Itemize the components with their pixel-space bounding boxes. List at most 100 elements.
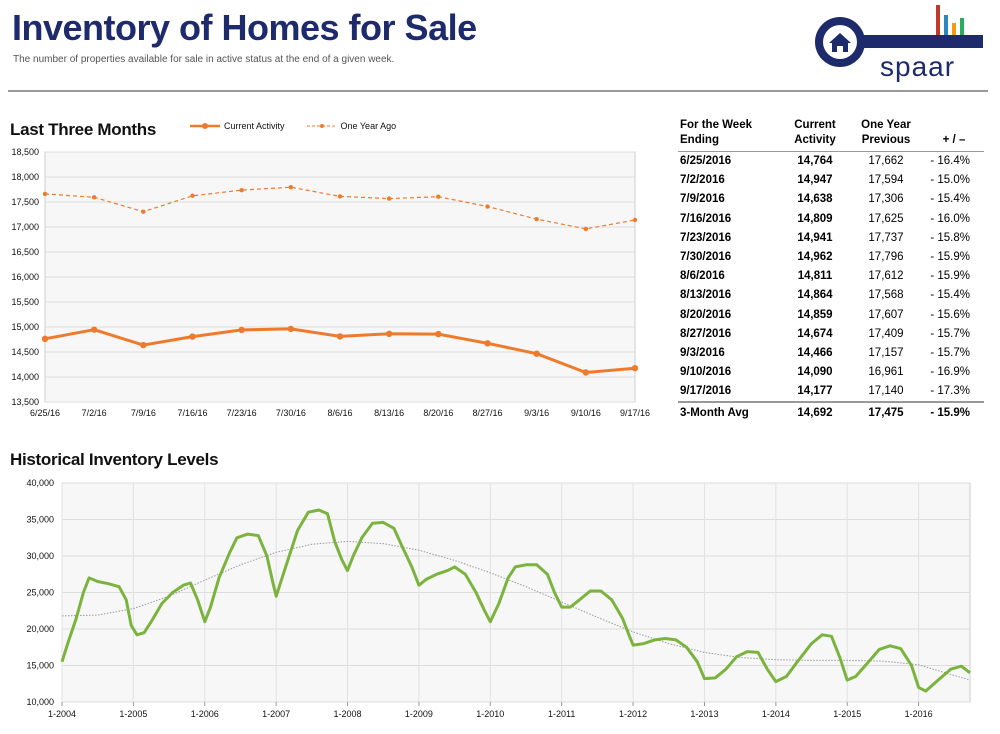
y-tick-label: 20,000 [26, 624, 54, 634]
cell-change: - 15.9% [930, 270, 970, 283]
cell-week: 8/27/2016 [680, 327, 732, 340]
data-point-one-year-ago [534, 216, 539, 222]
y-tick-label: 14,000 [11, 372, 39, 382]
x-tick-label: 7/23/16 [227, 408, 257, 418]
header-current-activity: Current Activity [782, 116, 848, 152]
cell-change: - 15.7% [930, 327, 970, 340]
chart-title-historical: Historical Inventory Levels [10, 450, 219, 469]
cell-previous: 17,157 [868, 346, 904, 359]
y-tick-label: 17,000 [11, 222, 39, 232]
table-row: 8/13/2016 14,864 17,568 - 15.4% [678, 286, 984, 305]
data-point-one-year-ago [141, 209, 146, 214]
cell-current: 14,177 [797, 385, 833, 398]
data-point-current [484, 340, 491, 347]
x-tick-label: 1-2014 [762, 709, 790, 719]
cell-previous: 17,568 [868, 289, 904, 302]
x-tick-label: 1-2004 [48, 709, 76, 719]
cell-previous: 17,140 [868, 385, 904, 398]
data-point-current [582, 369, 590, 376]
x-tick-label: 6/25/16 [30, 408, 60, 418]
cell-previous: 17,662 [868, 155, 904, 168]
cell-change: - 15.4% [930, 193, 970, 206]
y-tick-label: 15,500 [11, 297, 39, 307]
weekly-inventory-table: For the Week Ending Current Activity One… [678, 116, 984, 425]
x-tick-label: 1-2015 [833, 709, 861, 719]
table-row: 7/16/2016 14,809 17,625 - 16.0% [678, 210, 984, 229]
cell-change: - 15.8% [930, 231, 970, 244]
cell-change: - 17.3% [930, 385, 970, 398]
cell-week: 7/23/2016 [680, 231, 732, 244]
x-tick-label: 7/9/16 [131, 408, 156, 418]
cell-week: 7/2/2016 [680, 174, 725, 187]
table-row: 7/2/2016 14,947 17,594 - 15.0% [678, 171, 984, 190]
y-tick-label: 40,000 [26, 478, 54, 488]
data-point-current [41, 335, 49, 342]
cell-week: 9/17/2016 [680, 385, 732, 398]
legend-label-year-ago: One Year Ago [340, 121, 397, 131]
x-tick-label: 1-2005 [119, 709, 147, 719]
x-tick-label: 1-2011 [548, 709, 575, 719]
data-point-one-year-ago [91, 195, 97, 200]
y-tick-label: 35,000 [26, 515, 54, 525]
cell-week: 6/25/2016 [680, 155, 732, 168]
legend-item-current: Current Activity [190, 121, 285, 131]
legend-item-year-ago: One Year Ago [306, 121, 397, 131]
cell-week: 7/16/2016 [680, 212, 732, 225]
page-subtitle: The number of properties available for s… [13, 54, 395, 65]
cell-current: 14,941 [797, 231, 833, 244]
data-point-current [435, 330, 442, 338]
cell-change: - 16.4% [930, 155, 970, 168]
cell-change: - 15.6% [930, 308, 970, 321]
cell-previous: 17,612 [868, 270, 904, 283]
cell-change: - 15.4% [930, 289, 970, 302]
cell-previous: 17,594 [868, 174, 904, 187]
x-tick-label: 8/20/16 [423, 408, 453, 418]
avg-current: 14,692 [782, 401, 848, 425]
logo-bar [936, 5, 940, 35]
data-point-one-year-ago [436, 194, 441, 199]
cell-previous: 17,409 [868, 327, 904, 340]
data-point-one-year-ago [485, 204, 490, 209]
table-row: 9/3/2016 14,466 17,157 - 15.7% [678, 344, 984, 363]
legend-line-solid-icon [190, 123, 220, 129]
cell-week: 8/6/2016 [680, 270, 725, 283]
house-key-logo-icon: spaar [815, 5, 983, 82]
cell-current: 14,466 [797, 346, 833, 359]
three-month-chart: 13,500 14,000 14,500 15,000 15,500 16,000 16,5… [11, 147, 650, 418]
data-point-one-year-ago [239, 187, 244, 193]
x-tick-label: 1-2009 [405, 709, 433, 719]
data-point-current [238, 326, 245, 334]
y-tick-label: 16,000 [11, 272, 39, 282]
cell-change: - 15.9% [930, 251, 970, 264]
avg-previous: 17,475 [848, 401, 924, 425]
y-tick-label: 30,000 [26, 551, 54, 561]
cell-current: 14,947 [797, 174, 833, 187]
data-point-current [385, 330, 393, 337]
cell-previous: 16,961 [868, 366, 904, 379]
table-row: 8/6/2016 14,811 17,612 - 15.9% [678, 267, 984, 286]
cell-week: 8/13/2016 [680, 289, 732, 302]
table-row: 7/9/2016 14,638 17,306 - 15.4% [678, 190, 984, 209]
cell-week: 7/30/2016 [680, 251, 732, 264]
legend-label-current: Current Activity [224, 121, 285, 131]
y-tick-label: 13,500 [11, 397, 39, 407]
header-divider [8, 90, 988, 92]
y-tick-label: 10,000 [26, 697, 54, 707]
y-tick-label: 18,500 [11, 147, 39, 157]
data-point-one-year-ago [632, 217, 638, 223]
x-tick-label: 8/27/16 [472, 408, 502, 418]
x-tick-label: 9/3/16 [524, 408, 549, 418]
cell-current: 14,859 [797, 308, 833, 321]
header-change: + / – [924, 116, 984, 152]
x-tick-label: 8/13/16 [374, 408, 404, 418]
x-tick-label: 9/17/16 [620, 408, 650, 418]
cell-previous: 17,625 [868, 212, 904, 225]
table-row: 7/23/2016 14,941 17,737 - 15.8% [678, 229, 984, 248]
cell-previous: 17,306 [868, 193, 904, 206]
header-one-year-previous: One Year Previous [848, 116, 924, 152]
table-header-row: For the Week Ending Current Activity One… [678, 116, 984, 152]
cell-previous: 17,796 [868, 251, 904, 264]
y-tick-label: 14,500 [11, 347, 39, 357]
x-tick-label: 1-2008 [334, 709, 362, 719]
y-tick-label: 25,000 [26, 588, 54, 598]
